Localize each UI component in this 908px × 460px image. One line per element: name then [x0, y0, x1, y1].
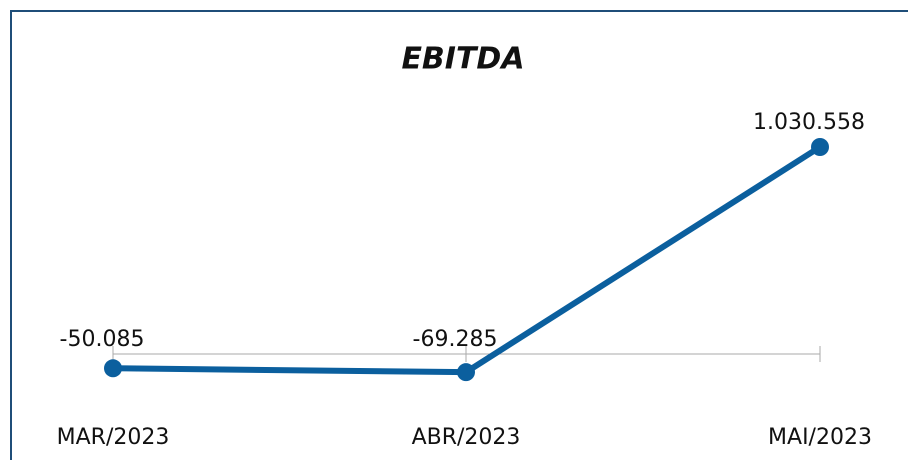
data-label: -69.285 — [413, 327, 498, 352]
x-tick-label: MAI/2023 — [768, 425, 872, 450]
frame — [10, 10, 908, 460]
x-tick-label: MAR/2023 — [57, 425, 170, 450]
marker — [457, 363, 475, 382]
chart-title: EBITDA — [401, 42, 524, 77]
marker — [811, 138, 829, 156]
data-label: -50.085 — [60, 327, 145, 352]
data-label: 1.030.558 — [753, 110, 865, 135]
marker — [104, 359, 122, 378]
x-tick-label: ABR/2023 — [412, 425, 521, 450]
